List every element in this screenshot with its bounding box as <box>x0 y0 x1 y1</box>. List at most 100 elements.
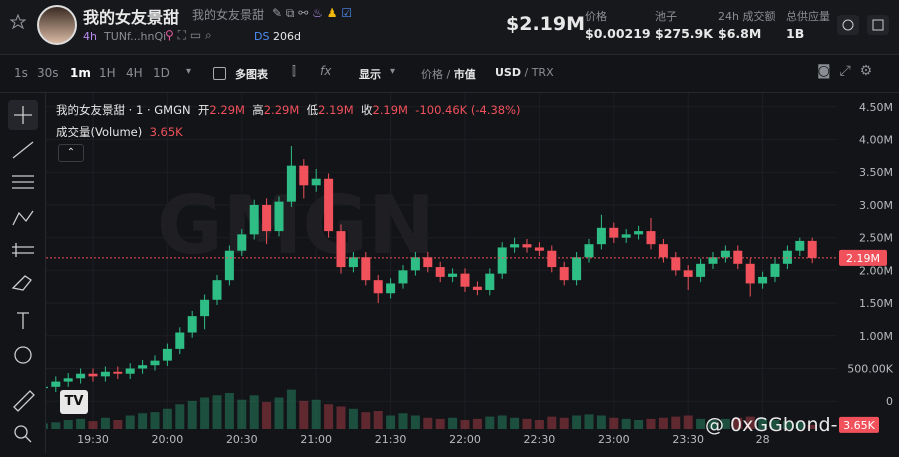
legend-open: 2.29M <box>209 103 245 117</box>
checkbox[interactable] <box>213 67 226 80</box>
candle-body <box>745 263 755 284</box>
candle-body <box>758 276 768 284</box>
candle-body <box>510 244 520 248</box>
volume-bar <box>745 416 755 429</box>
trx-opt[interactable]: TRX <box>531 66 554 79</box>
price: $2.19M <box>506 13 586 35</box>
mcap-opt[interactable]: 市值 <box>453 68 476 81</box>
volume-bar <box>708 420 718 429</box>
ds-age: 206d <box>272 30 301 43</box>
tool-icons <box>8 100 38 443</box>
candle-body <box>410 257 420 271</box>
candle-body <box>621 234 631 238</box>
candle-body <box>795 240 805 251</box>
volume-bar <box>497 415 507 429</box>
y-tick-label: 1.50M <box>859 297 893 310</box>
stat-value: $275.9K <box>655 26 713 41</box>
candle-body <box>348 257 358 268</box>
volume-bar <box>361 412 371 429</box>
fx-icon[interactable]: fx <box>320 64 332 78</box>
volume-bar <box>547 416 557 429</box>
interval[interactable]: 1s <box>14 66 28 80</box>
collapse-button[interactable]: ⌃ <box>58 144 84 162</box>
tool-icons[interactable]: ◙ ⤢ ⚙ <box>817 63 873 79</box>
x-tick-label: 23:30 <box>672 433 704 446</box>
volume-bar <box>46 423 48 429</box>
window-button[interactable] <box>867 15 889 35</box>
volume-bar <box>113 420 123 429</box>
volume-bar <box>212 395 222 429</box>
candle-body <box>63 378 73 382</box>
volume-bar <box>683 415 693 429</box>
volume-bar <box>485 416 495 429</box>
candle-body <box>51 381 61 387</box>
volume-bar <box>410 415 420 429</box>
chart: GMGN 4.50M 4.00M 3.50M 3.00M 2.50M 2.00M 1.50M… <box>46 93 899 453</box>
candle-icon[interactable]: ⫿ <box>292 64 296 78</box>
volume-bar <box>559 417 569 429</box>
volume-bar <box>187 400 197 429</box>
volume-bar <box>299 400 309 429</box>
display[interactable]: 显示 <box>359 68 381 81</box>
candle-body <box>733 250 743 264</box>
interval[interactable]: 1m <box>70 66 91 80</box>
candle-body <box>212 280 222 300</box>
star-icon[interactable] <box>10 14 26 30</box>
price-mcap[interactable]: 价格 / 市值 <box>421 68 476 81</box>
last-price-tag <box>839 249 887 266</box>
volume-label: 成交量(Volume) <box>56 125 143 139</box>
volume-bar <box>162 408 172 429</box>
legend-label: 开 <box>197 103 210 117</box>
candle-body <box>76 373 86 379</box>
y-tick-label: 4.50M <box>859 101 893 114</box>
candle-body <box>782 250 792 264</box>
legend-low: 2.19M <box>318 103 354 117</box>
interval[interactable]: 30s <box>37 66 59 80</box>
candle-body <box>559 267 569 281</box>
usd-opt[interactable]: USD <box>495 66 521 79</box>
x-tick-label: 28 <box>756 433 770 446</box>
address[interactable]: TUNf...hnQi <box>104 30 167 43</box>
volume-bar <box>584 414 594 429</box>
volume-bar <box>671 416 681 429</box>
stat-label: 价格 <box>585 10 607 23</box>
price-opt[interactable]: 价格 <box>421 68 443 81</box>
candle-body <box>125 368 135 374</box>
candle-body <box>386 283 396 294</box>
volume-bar <box>460 420 470 429</box>
volume-bar <box>782 421 792 429</box>
multi-chart[interactable]: 多图表 <box>235 68 268 81</box>
header-icons: ✎ ⧉ ⚯ ♨ ♟ ☑ <box>272 6 353 20</box>
volume-bar <box>572 415 582 429</box>
ds-label: DS 206d <box>254 30 301 43</box>
interval[interactable]: 4H <box>126 66 143 80</box>
candle-body <box>534 247 544 251</box>
interval[interactable]: 1D <box>153 66 170 80</box>
interval[interactable]: 1H <box>99 66 116 80</box>
volume-bar <box>646 418 656 429</box>
alarm-button[interactable] <box>837 15 859 35</box>
currency[interactable]: USD / TRX <box>495 66 554 79</box>
stat-value: $0.00219 <box>585 26 651 41</box>
stat-label: 24h 成交额 <box>718 10 776 23</box>
x-tick-label: 22:30 <box>524 433 556 446</box>
volume-bar <box>125 415 135 429</box>
candle-body <box>720 250 730 258</box>
volume-bar <box>100 417 110 429</box>
legend-close: 2.19M <box>372 103 408 117</box>
x-tick-label: 20:30 <box>226 433 258 446</box>
volume-bar <box>348 408 358 429</box>
last-price-label: 2.19M <box>846 252 880 265</box>
candle-body <box>423 257 433 268</box>
candle-body <box>646 231 656 245</box>
volume-bar <box>758 418 768 429</box>
candle-body <box>336 231 346 268</box>
volume-bar <box>138 413 148 429</box>
tv-logo: TV <box>60 390 88 414</box>
volume-bar <box>634 420 644 429</box>
volume-bar <box>609 417 619 429</box>
volume-bar <box>63 420 73 429</box>
candle-body <box>634 231 644 235</box>
volume-bar <box>510 417 520 429</box>
